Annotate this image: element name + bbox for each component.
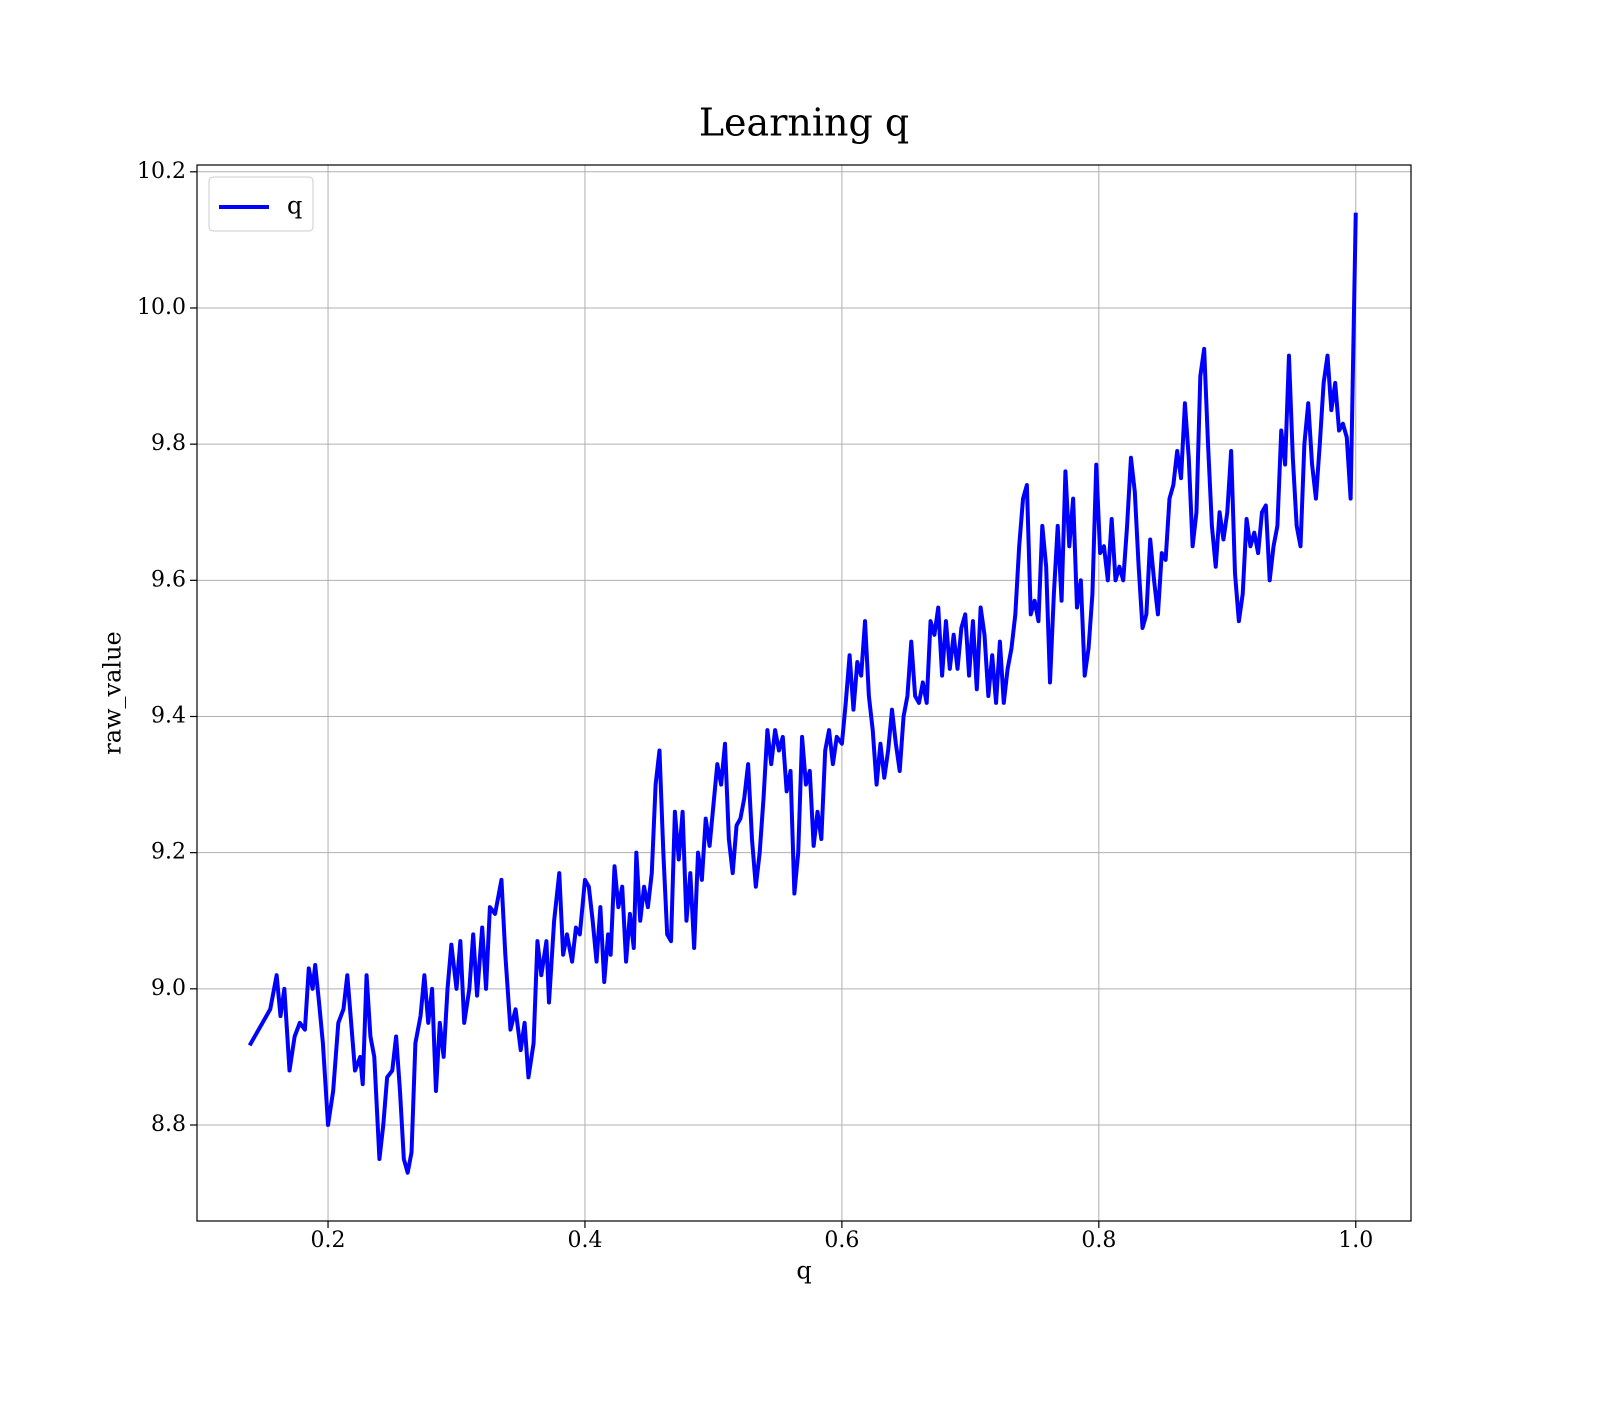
y-tick-label: 9.0 [151, 976, 186, 1001]
x-axis-label: q [796, 1257, 811, 1285]
y-tick-label: 9.8 [151, 431, 186, 456]
chart-title: Learning q [699, 101, 909, 145]
y-tick-label: 9.4 [151, 703, 186, 728]
x-tick-label: 0.6 [824, 1228, 859, 1253]
y-axis-label: raw_value [99, 631, 127, 755]
y-tick-label: 10.0 [137, 295, 186, 320]
plot-frame [196, 164, 1412, 1222]
legend-label: q [287, 192, 302, 220]
y-tick-label: 9.2 [151, 840, 186, 865]
y-tick-label: 10.2 [137, 159, 186, 184]
x-tick-label: 0.8 [1081, 1228, 1116, 1253]
y-tick-label: 8.8 [151, 1112, 186, 1137]
x-tick-label: 0.2 [311, 1228, 346, 1253]
y-tick-label: 9.6 [151, 567, 186, 592]
data-line [247, 212, 1358, 1175]
legend-box [208, 176, 314, 232]
x-tick-label: 0.4 [567, 1228, 602, 1253]
x-tick-label: 1.0 [1338, 1228, 1373, 1253]
